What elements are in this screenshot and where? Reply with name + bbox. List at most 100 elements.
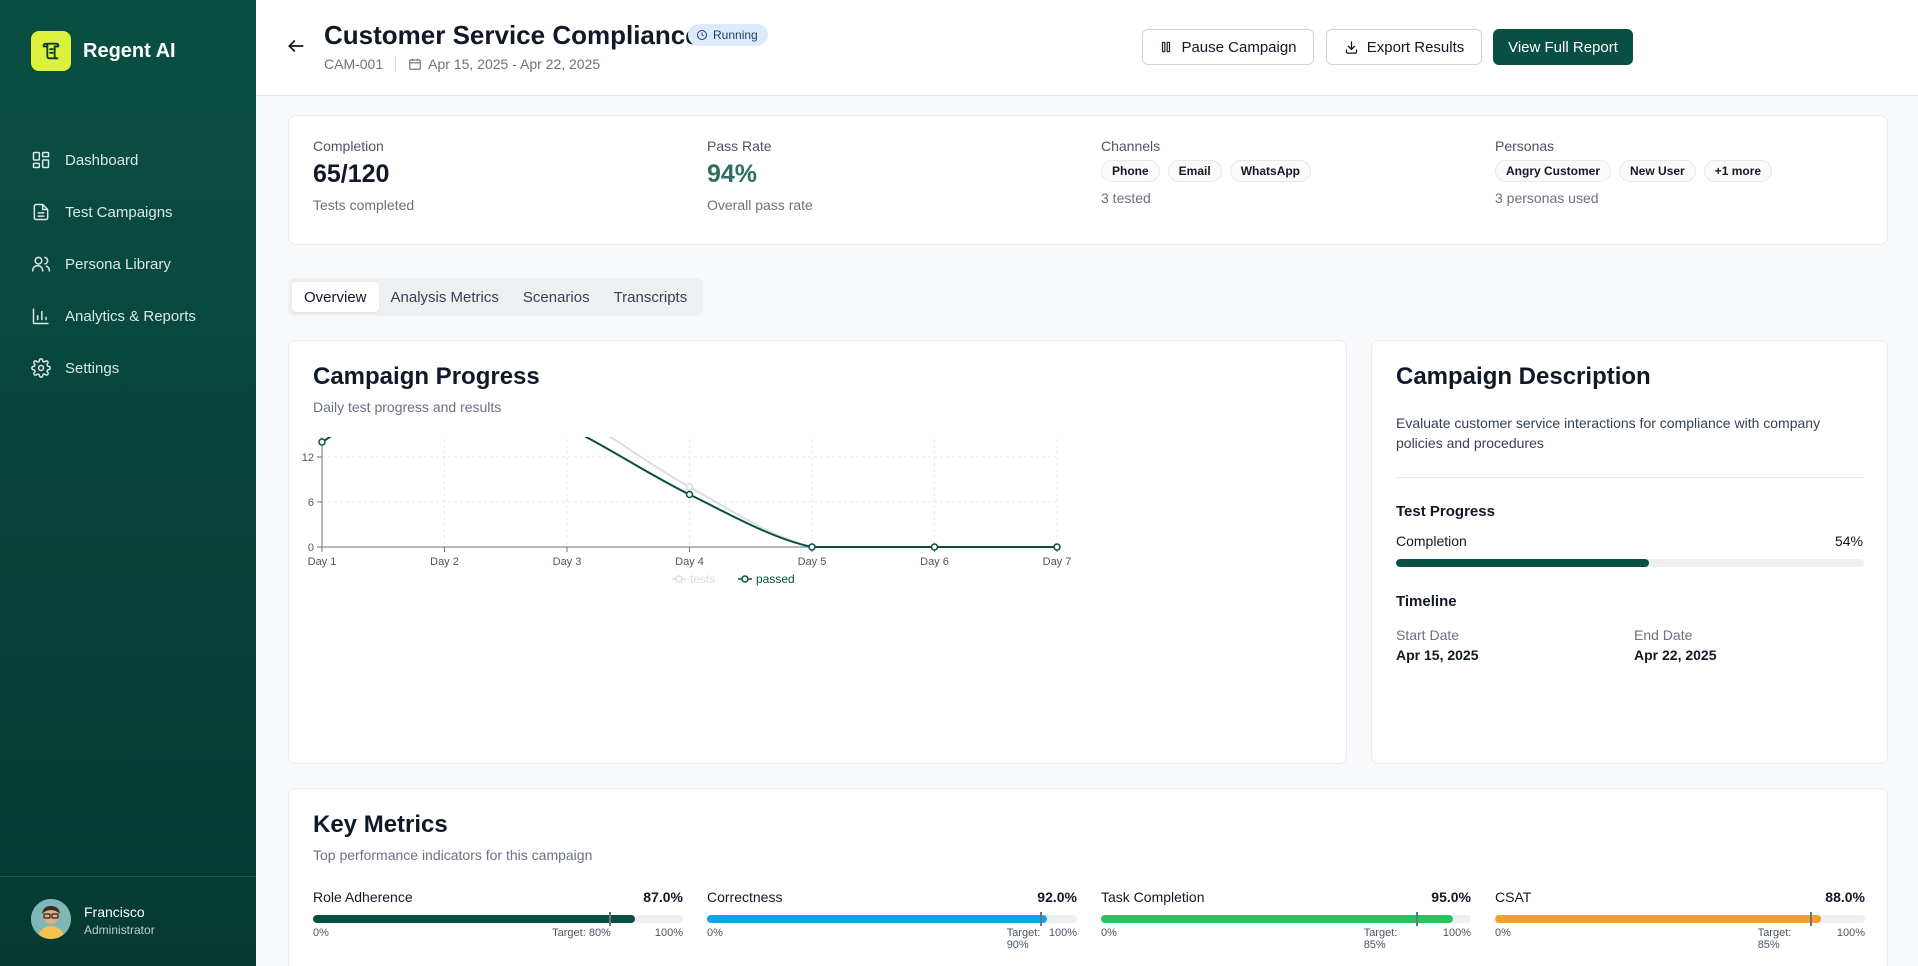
target-label: Target: 85% bbox=[1363, 927, 1398, 951]
stat-completion: Completion 65/120 Tests completed bbox=[313, 138, 414, 213]
metric-bar bbox=[313, 912, 683, 926]
legend-marker-passed bbox=[741, 575, 749, 583]
metric-value: 87.0% bbox=[643, 889, 683, 905]
data-point-tests bbox=[685, 483, 694, 491]
end-date-value: Apr 22, 2025 bbox=[1634, 647, 1717, 663]
metric-value: 95.0% bbox=[1431, 889, 1471, 905]
sidebar-nav: Dashboard Test Campaigns Persona Library… bbox=[31, 134, 231, 394]
tab-overview[interactable]: Overview bbox=[292, 282, 379, 312]
user-profile[interactable]: Francisco Administrator bbox=[0, 876, 256, 966]
persona-chip: New User bbox=[1619, 160, 1696, 182]
metric-scale: 0% Target: 80% 100% bbox=[313, 927, 683, 943]
metric-target-marker bbox=[609, 912, 611, 926]
progress-label: Completion bbox=[1396, 533, 1467, 549]
campaign-date-range: Apr 15, 2025 - Apr 22, 2025 bbox=[428, 56, 601, 72]
progress-bar bbox=[1396, 559, 1864, 567]
brand[interactable]: Regent AI bbox=[31, 31, 176, 71]
sidebar-item-dashboard[interactable]: Dashboard bbox=[31, 134, 231, 186]
sidebar-item-persona-library[interactable]: Persona Library bbox=[31, 238, 231, 290]
scroll-icon bbox=[31, 31, 71, 71]
metric-target-marker bbox=[1040, 912, 1042, 926]
card-title: Key Metrics bbox=[313, 811, 448, 838]
document-icon bbox=[33, 203, 49, 221]
scale-max: 100% bbox=[1442, 927, 1471, 939]
x-tick-label: Day 4 bbox=[675, 556, 704, 568]
metric-bar bbox=[1495, 912, 1865, 926]
legend-label-passed: passed bbox=[756, 572, 795, 586]
timeline-title: Timeline bbox=[1396, 593, 1457, 610]
campaign-progress-card: Campaign Progress Daily test progress an… bbox=[288, 340, 1347, 764]
arrow-left-icon bbox=[288, 40, 304, 52]
metric-correctness: Correctness 92.0% 0% Target: 90% 100% bbox=[707, 889, 1077, 951]
metric-bar bbox=[707, 912, 1077, 926]
card-title: Campaign Description bbox=[1396, 363, 1651, 390]
metric-bar bbox=[1101, 912, 1471, 926]
tab-bar: Overview Analysis Metrics Scenarios Tran… bbox=[288, 278, 704, 316]
progress-bar-fill bbox=[1396, 559, 1649, 567]
stat-sub: Tests completed bbox=[313, 197, 415, 213]
download-icon bbox=[1345, 40, 1357, 54]
pause-campaign-label: Pause Campaign bbox=[1181, 38, 1297, 56]
user-role: Administrator bbox=[84, 923, 155, 937]
stats-card: Completion 65/120 Tests completed Pass R… bbox=[288, 115, 1888, 245]
metric-scale: 0% Target: 85% 100% bbox=[1101, 927, 1471, 951]
pause-campaign-button[interactable]: Pause Campaign bbox=[1142, 29, 1314, 65]
start-date-label: Start Date bbox=[1396, 627, 1460, 643]
stat-channels: Channels Phone Email WhatsApp 3 tested bbox=[1101, 138, 1312, 206]
x-tick-label: Day 5 bbox=[798, 556, 827, 568]
y-tick-label: 12 bbox=[302, 452, 314, 464]
tab-analysis-metrics[interactable]: Analysis Metrics bbox=[390, 288, 499, 306]
metric-value: 92.0% bbox=[1037, 889, 1077, 905]
users-icon bbox=[31, 256, 51, 272]
scale-min: 0% bbox=[1495, 927, 1511, 939]
progress-percent: 54% bbox=[1834, 533, 1863, 549]
legend-label-tests: tests bbox=[690, 572, 715, 586]
tab-transcripts[interactable]: Transcripts bbox=[613, 288, 688, 306]
start-date-value: Apr 15, 2025 bbox=[1396, 647, 1479, 663]
sidebar-item-label: Persona Library bbox=[65, 255, 171, 273]
persona-chip-more[interactable]: +1 more bbox=[1703, 160, 1773, 182]
metric-csat: CSAT 88.0% 0% Target: 85% 100% bbox=[1495, 889, 1865, 951]
y-tick-label: 6 bbox=[308, 497, 314, 509]
tab-scenarios[interactable]: Scenarios bbox=[522, 288, 590, 306]
target-label: Target: 90% bbox=[1006, 927, 1041, 951]
metric-bar-fill bbox=[707, 915, 1048, 923]
persona-chips: Angry Customer New User +1 more bbox=[1495, 160, 1773, 182]
stat-value: 65/120 bbox=[313, 160, 390, 188]
divider bbox=[1396, 477, 1864, 478]
metric-bar-fill bbox=[313, 915, 635, 923]
user-name: Francisco bbox=[84, 904, 145, 920]
scale-max: 100% bbox=[1836, 927, 1865, 939]
metric-bar-fill bbox=[1495, 915, 1821, 923]
export-results-button[interactable]: Export Results bbox=[1326, 29, 1482, 65]
stat-sub: 3 personas used bbox=[1495, 190, 1599, 206]
campaign-description-card: Campaign Description Evaluate customer s… bbox=[1371, 340, 1888, 764]
x-tick-label: Day 7 bbox=[1043, 556, 1072, 568]
page-title: Customer Service Compliance bbox=[324, 20, 700, 50]
metric-name: Role Adherence bbox=[313, 889, 413, 905]
sidebar: Regent AI Dashboard Test Campaigns Perso… bbox=[0, 0, 256, 966]
x-tick-label: Day 6 bbox=[920, 556, 949, 568]
sidebar-item-label: Test Campaigns bbox=[65, 203, 173, 221]
campaign-description: Evaluate customer service interactions f… bbox=[1396, 415, 1821, 451]
metric-role-adherence: Role Adherence 87.0% 0% Target: 80% 100% bbox=[313, 889, 683, 943]
back-button[interactable] bbox=[286, 36, 306, 56]
status-text: Running bbox=[713, 28, 758, 42]
channel-chips: Phone Email WhatsApp bbox=[1101, 160, 1312, 182]
sidebar-item-analytics[interactable]: Analytics & Reports bbox=[31, 290, 231, 342]
view-full-report-button[interactable]: View Full Report bbox=[1493, 29, 1633, 65]
data-point-passed bbox=[318, 438, 326, 446]
page-header: Customer Service Compliance Running CAM-… bbox=[256, 0, 1918, 96]
scale-min: 0% bbox=[1101, 927, 1117, 939]
brand-name: Regent AI bbox=[83, 39, 176, 62]
stat-sub: 3 tested bbox=[1101, 190, 1151, 206]
metric-task-completion: Task Completion 95.0% 0% Target: 85% 100… bbox=[1101, 889, 1471, 951]
meta-divider bbox=[395, 56, 397, 72]
stat-pass-rate: Pass Rate 94% Overall pass rate bbox=[707, 138, 813, 213]
sidebar-item-settings[interactable]: Settings bbox=[31, 342, 231, 394]
export-results-label: Export Results bbox=[1366, 38, 1465, 56]
y-tick-label: 0 bbox=[308, 542, 314, 554]
metric-name: Task Completion bbox=[1101, 889, 1205, 905]
sidebar-item-test-campaigns[interactable]: Test Campaigns bbox=[31, 186, 231, 238]
